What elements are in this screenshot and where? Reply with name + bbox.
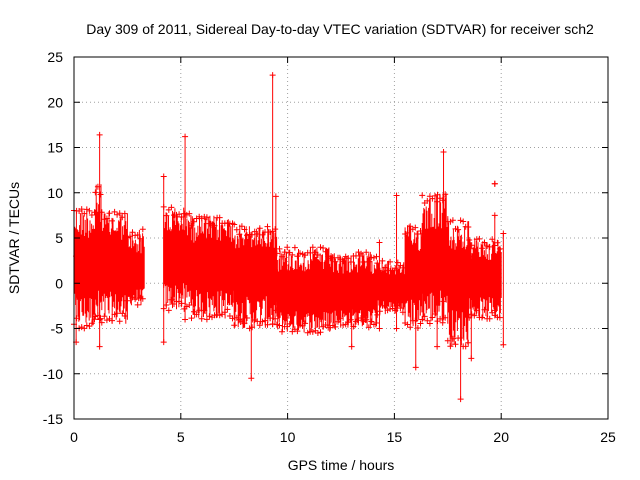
y-tick-label: 10 <box>47 185 63 201</box>
x-tick-label: 20 <box>493 429 509 445</box>
sdtvar-spike-marker <box>182 316 189 323</box>
y-tick-label: 0 <box>55 275 63 291</box>
sdtvar-spike-marker <box>434 198 441 205</box>
grid-lines <box>74 57 608 419</box>
sdtvar-spike-marker <box>412 364 419 371</box>
sdtvar-spike-marker <box>272 307 279 314</box>
x-tick-label: 5 <box>177 429 185 445</box>
x-tick-label: 25 <box>600 429 616 445</box>
sdtvar-spike-marker <box>182 133 189 140</box>
x-tick-label: 0 <box>70 429 78 445</box>
sdtvar-spike-marker <box>376 325 383 332</box>
sdtvar-spike-marker <box>457 396 464 403</box>
y-tick-label: -10 <box>43 366 63 382</box>
sdtvar-spike-marker <box>500 230 507 237</box>
sdtvar-spike-marker <box>272 193 279 200</box>
sdtvar-spike-marker <box>500 341 507 348</box>
sdtvar-spike-marker <box>248 375 255 382</box>
sdtvar-spike-marker <box>160 173 167 180</box>
y-axis-label: SDTVAR / TECUs <box>6 182 22 294</box>
y-tick-label: 15 <box>47 140 63 156</box>
y-tick-label: 25 <box>47 49 63 65</box>
axis-ticks: 0 5 10 15 20 25 -15 -10 -5 0 5 10 15 20 25 <box>43 49 616 445</box>
sdtvar-spike-marker <box>393 192 400 199</box>
sdtvar-spike-marker <box>348 343 355 350</box>
x-tick-label: 15 <box>387 429 403 445</box>
sdtvar-spike-marker <box>96 262 103 269</box>
sdtvar-spike-marker <box>468 253 475 260</box>
y-tick-label: -15 <box>43 411 63 427</box>
sdtvar-spike-marker <box>160 339 167 346</box>
sdtvar-spike-marker <box>96 343 103 350</box>
sdtvar-spike-marker <box>393 325 400 332</box>
sdtvar-spike-marker <box>412 271 419 278</box>
x-axis-label: GPS time / hours <box>288 457 395 473</box>
sdtvar-spike-marker <box>96 131 103 138</box>
x-tick-label: 10 <box>280 429 296 445</box>
sdtvar-spike-marker <box>248 271 255 278</box>
y-tick-label: 20 <box>47 94 63 110</box>
sdtvar-spike-marker <box>269 320 276 327</box>
sdtvar-spike-marker <box>269 72 276 79</box>
sdtvar-spike-marker <box>348 271 355 278</box>
y-tick-label: -5 <box>51 321 64 337</box>
chart-title: Day 309 of 2011, Sidereal Day-to-day VTE… <box>86 21 594 37</box>
sdtvar-spike-marker <box>491 180 498 187</box>
sdtvar-spike-marker <box>491 307 498 314</box>
sdtvar-spike-marker <box>468 355 475 362</box>
y-tick-label: 5 <box>55 230 63 246</box>
sdtvar-spike-marker <box>440 298 447 305</box>
sdtvar-spike-marker <box>376 239 383 246</box>
sdtvar-spike-marker <box>457 271 464 278</box>
sdtvar-spike-marker <box>434 343 441 350</box>
sdtvar-spike-marker <box>491 212 498 219</box>
sdtvar-spike-marker <box>440 149 447 156</box>
data-series <box>71 72 507 403</box>
